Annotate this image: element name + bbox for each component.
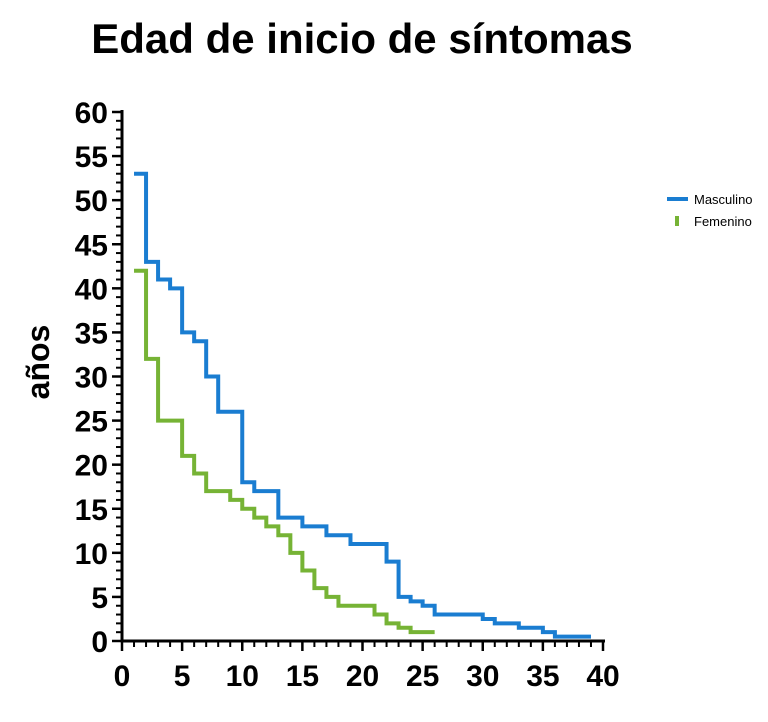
y-tick-label: 5	[91, 582, 108, 615]
legend-label-femenino: Femenino	[694, 214, 752, 229]
legend-label-masculino: Masculino	[694, 192, 753, 207]
y-tick-label: 60	[75, 97, 108, 130]
chart-title: Edad de inicio de síntomas	[91, 15, 632, 62]
axes: 0 5 10 15 20 25 30 35 40 45 50 55 60 0 5 10 15 20 25 30 35 40	[75, 97, 620, 693]
y-tick-label: 25	[75, 406, 108, 439]
y-tick-label: 0	[91, 626, 108, 659]
y-tick-label: 45	[75, 229, 108, 262]
y-tick-label: 55	[75, 141, 108, 174]
x-tick-label: 10	[226, 660, 259, 693]
x-tick-label: 25	[406, 660, 439, 693]
x-tick-label: 35	[526, 660, 559, 693]
series-line-femenino	[134, 268, 435, 635]
x-tick-label: 5	[174, 660, 191, 693]
y-tick-label: 30	[75, 362, 108, 395]
legend: Masculino Femenino	[667, 192, 753, 229]
plot-area	[134, 171, 591, 639]
x-tick-label: 15	[286, 660, 319, 693]
y-tick-label: 20	[75, 450, 108, 483]
x-tick-label: 20	[346, 660, 379, 693]
x-tick-label: 0	[114, 660, 131, 693]
y-tick-label: 10	[75, 538, 108, 571]
y-tick-label: 35	[75, 317, 108, 350]
x-tick-label: 40	[586, 660, 619, 693]
y-tick-label: 15	[75, 494, 108, 527]
series-line-masculino	[134, 171, 591, 639]
y-axis-label: años	[20, 325, 56, 400]
x-tick-label: 30	[466, 660, 499, 693]
y-tick-label: 50	[75, 185, 108, 218]
y-tick-label: 40	[75, 273, 108, 306]
